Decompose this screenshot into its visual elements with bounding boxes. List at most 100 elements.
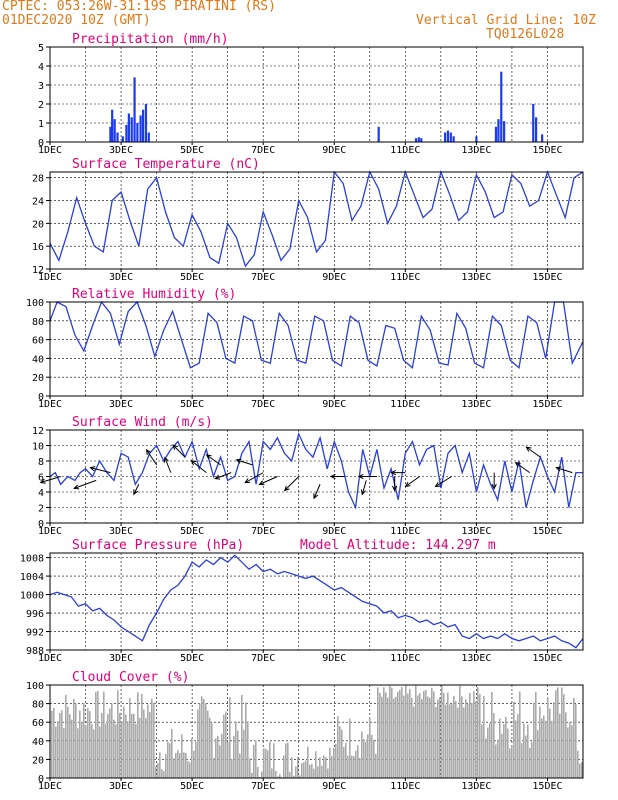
cloud-column xyxy=(345,742,347,778)
cloud-column xyxy=(493,713,495,778)
temp-panel: 12 16 20 24 28 1DEC 3DEC 5DEC 7DEC 9DEC 11DEC 13DEC… xyxy=(32,157,584,283)
cloud-column xyxy=(347,755,349,778)
precip-bar xyxy=(414,138,418,142)
precip-xtick-label: 3DEC xyxy=(109,145,133,156)
cloud-column xyxy=(549,708,551,778)
cloud-column xyxy=(399,689,401,778)
cloud-column xyxy=(533,702,535,778)
cloud-column xyxy=(105,723,107,778)
wind-xtick-label: 9DEC xyxy=(322,526,346,537)
wind-ytick-label: 12 xyxy=(32,426,44,437)
cloud-column xyxy=(329,747,331,778)
cloud-column xyxy=(151,698,153,778)
cloud-column xyxy=(135,723,137,778)
cloud-column xyxy=(157,762,159,778)
rh-ytick-label: 80 xyxy=(32,317,44,328)
rh-xtick-label: 3DEC xyxy=(109,399,133,410)
cloud-column xyxy=(319,757,321,778)
pres-xtick-label: 3DEC xyxy=(109,653,133,664)
wind-frame xyxy=(49,429,584,524)
wind-arrow-shaft xyxy=(172,444,186,458)
cloud-column xyxy=(179,752,181,778)
wind-arrow-head xyxy=(244,478,251,484)
rh-xtick-label: 7DEC xyxy=(251,399,275,410)
cloud-column xyxy=(483,696,485,778)
cloud-column xyxy=(385,692,387,778)
cloud-column xyxy=(373,739,375,778)
cloud-column xyxy=(85,724,87,778)
wind-arrow-head xyxy=(235,458,242,464)
cloud-column xyxy=(229,697,231,778)
pres-xtick-label: 1DEC xyxy=(38,653,62,664)
pres-xtick-label: 13DEC xyxy=(461,653,491,664)
temp-ytick-label: 20 xyxy=(32,219,44,230)
wind-arrow xyxy=(434,476,452,488)
precip-bar xyxy=(444,132,447,142)
wind-arrow-head xyxy=(89,466,96,472)
cloud-column xyxy=(403,695,405,778)
cloud-column xyxy=(457,707,459,778)
wind-arrow-head xyxy=(73,484,80,490)
cloud-column xyxy=(69,714,71,778)
wind-arrow-head xyxy=(357,473,364,480)
cloud-column xyxy=(217,736,219,778)
cloud-column xyxy=(439,697,441,778)
pres-xtick-label: 5DEC xyxy=(180,653,204,664)
cloud-column xyxy=(579,763,581,778)
cloud-xtick-label: 7DEC xyxy=(251,781,275,792)
wind-arrow xyxy=(73,479,97,490)
wind-arrow xyxy=(145,448,158,466)
cloud-frame xyxy=(49,684,584,779)
cloud-column xyxy=(495,744,497,778)
cloud-column xyxy=(569,721,571,778)
cloud-column xyxy=(325,757,327,778)
wind-arrow xyxy=(491,472,497,490)
wind-arrow-shaft xyxy=(244,472,264,484)
cloud-xtick-label: 11DEC xyxy=(390,781,420,792)
wind-arrow-shaft xyxy=(146,449,158,466)
precip-bar xyxy=(500,71,503,142)
rh-xtick-label: 13DEC xyxy=(461,399,491,410)
wind-arrow xyxy=(214,472,232,480)
cloud-column xyxy=(129,698,131,778)
temp-xtick-label: 1DEC xyxy=(38,272,62,283)
cloud-column xyxy=(225,711,227,778)
cloud-column xyxy=(541,718,543,778)
cloud-column xyxy=(63,728,65,778)
wind-arrow xyxy=(555,466,573,474)
pres-xtick-label: 9DEC xyxy=(322,653,346,664)
cloud-column xyxy=(453,695,455,778)
cloud-column xyxy=(397,691,399,778)
rh-ytick-label: 40 xyxy=(32,354,44,365)
cloud-ytick-label: 20 xyxy=(32,755,44,766)
cloud-column xyxy=(333,748,335,778)
wind-arrow-shaft xyxy=(191,460,207,474)
cloud-column xyxy=(283,755,285,778)
pres-ytick-label: 1008 xyxy=(20,554,44,565)
cloud-column xyxy=(133,713,135,778)
cloud-column xyxy=(285,743,287,778)
temp-xtick-label: 9DEC xyxy=(322,272,346,283)
rh-ytick-label: 60 xyxy=(32,336,44,347)
cloud-column xyxy=(393,698,395,778)
header-datetime: 01DEC2020 10Z (GMT) xyxy=(2,13,151,28)
wind-arrow xyxy=(360,480,367,496)
cloud-column xyxy=(57,721,59,778)
wind-arrow xyxy=(163,456,172,473)
cloud-column xyxy=(261,771,263,778)
cloud-column xyxy=(113,719,115,778)
cloud-column xyxy=(183,752,185,778)
wind-ytick-label: 10 xyxy=(32,442,44,453)
pres-ytick-label: 992 xyxy=(26,628,44,639)
cloud-column xyxy=(343,746,345,778)
wind-arrow xyxy=(329,473,345,480)
cloud-column xyxy=(227,742,229,778)
wind-xtick-label: 15DEC xyxy=(532,526,562,537)
wind-arrow xyxy=(392,476,398,492)
cloud-column xyxy=(209,717,211,778)
cloud-column xyxy=(265,748,267,778)
cloud-column xyxy=(523,723,525,778)
cloud-column xyxy=(275,770,277,778)
cloud-column xyxy=(437,699,439,778)
precip-xtick-label: 5DEC xyxy=(180,145,204,156)
